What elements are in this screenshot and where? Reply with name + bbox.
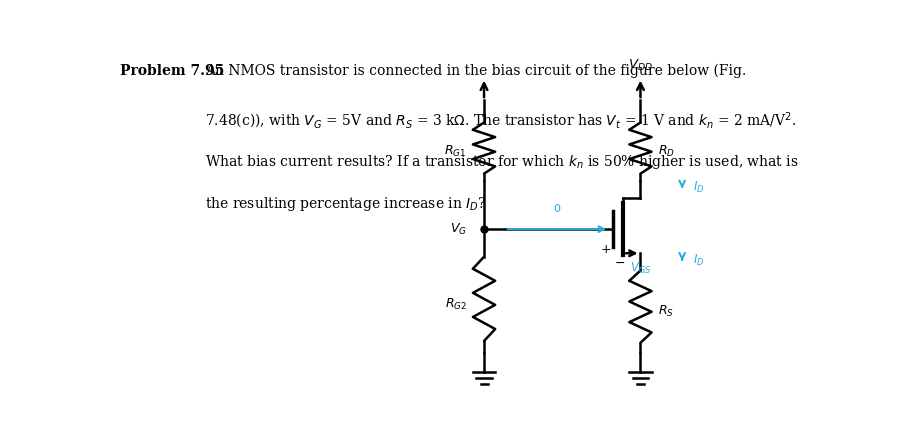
Text: $R_D$: $R_D$ <box>658 144 675 159</box>
Text: $V_{GS}$: $V_{GS}$ <box>630 261 651 276</box>
Text: $I_D$: $I_D$ <box>692 179 704 194</box>
Text: An NMOS transistor is connected in the bias circuit of the figure below (Fig.: An NMOS transistor is connected in the b… <box>205 64 745 78</box>
Text: $V_{DD}$: $V_{DD}$ <box>628 58 653 72</box>
Text: $I_D$: $I_D$ <box>692 253 704 268</box>
Text: $R_{G1}$: $R_{G1}$ <box>445 144 466 159</box>
Text: $R_S$: $R_S$ <box>658 304 674 319</box>
Text: $V_G$: $V_G$ <box>449 222 466 237</box>
Text: +: + <box>600 243 611 256</box>
Text: 0: 0 <box>553 204 561 214</box>
Text: Problem 7.95: Problem 7.95 <box>120 64 225 78</box>
Text: 7.48(c)), with $V_G$ = 5V and $R_S$ = 3 k$\Omega$. The transistor has $V_t$ = 1 : 7.48(c)), with $V_G$ = 5V and $R_S$ = 3 … <box>205 110 796 131</box>
Text: the resulting percentage increase in $I_D$?: the resulting percentage increase in $I_… <box>205 195 486 213</box>
Text: −: − <box>614 257 625 270</box>
Text: $R_{G2}$: $R_{G2}$ <box>445 297 466 312</box>
Text: What bias current results? If a transistor for which $k_n$ is 50% higher is used: What bias current results? If a transist… <box>205 153 798 172</box>
